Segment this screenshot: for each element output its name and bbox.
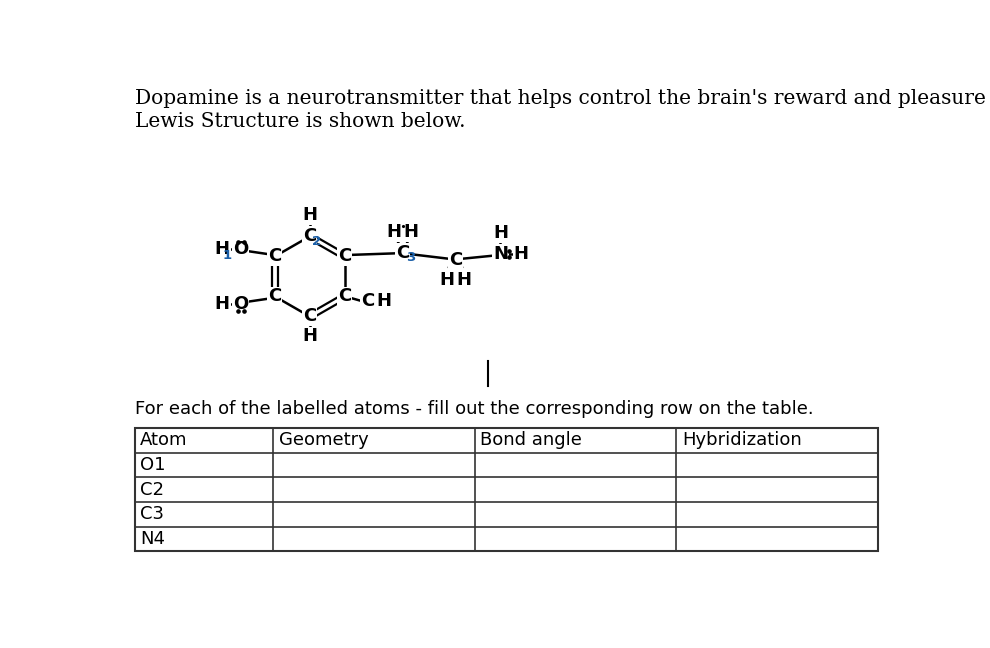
Text: C: C <box>303 307 317 325</box>
Text: C: C <box>303 227 317 246</box>
Text: C: C <box>338 288 351 305</box>
Text: O: O <box>233 240 248 258</box>
Text: Dopamine is a neurotransmitter that helps control the brain's reward and pleasur: Dopamine is a neurotransmitter that help… <box>135 89 990 108</box>
Text: N4: N4 <box>140 530 165 548</box>
Text: H: H <box>514 245 529 263</box>
Text: H: H <box>456 272 471 289</box>
Text: Geometry: Geometry <box>279 432 368 450</box>
Text: C: C <box>361 292 374 310</box>
Text: 2: 2 <box>312 235 322 248</box>
Text: C2: C2 <box>140 481 164 499</box>
Text: Hybridization: Hybridization <box>682 432 802 450</box>
Text: Atom: Atom <box>140 432 187 450</box>
Text: 1: 1 <box>222 249 232 262</box>
Text: O1: O1 <box>140 456 165 474</box>
Text: H: H <box>440 272 454 289</box>
Text: C: C <box>268 288 281 305</box>
Text: H: H <box>302 206 317 224</box>
Text: C3: C3 <box>140 505 164 524</box>
Text: C: C <box>338 248 351 266</box>
Text: H: H <box>493 224 508 242</box>
Text: H: H <box>215 295 230 313</box>
Text: H: H <box>376 292 391 310</box>
Text: O: O <box>233 295 248 313</box>
Text: N: N <box>493 245 508 263</box>
Text: Lewis Structure is shown below.: Lewis Structure is shown below. <box>135 111 465 131</box>
Text: For each of the labelled atoms - fill out the corresponding row on the table.: For each of the labelled atoms - fill ou… <box>135 400 813 417</box>
Text: 3: 3 <box>406 251 415 264</box>
Text: C: C <box>448 251 462 270</box>
Text: Bond angle: Bond angle <box>480 432 582 450</box>
Text: H: H <box>404 223 419 241</box>
Text: H: H <box>215 240 230 258</box>
Text: H: H <box>302 327 317 345</box>
Text: C: C <box>268 248 281 266</box>
Text: C: C <box>396 244 410 262</box>
Text: H: H <box>387 223 402 241</box>
